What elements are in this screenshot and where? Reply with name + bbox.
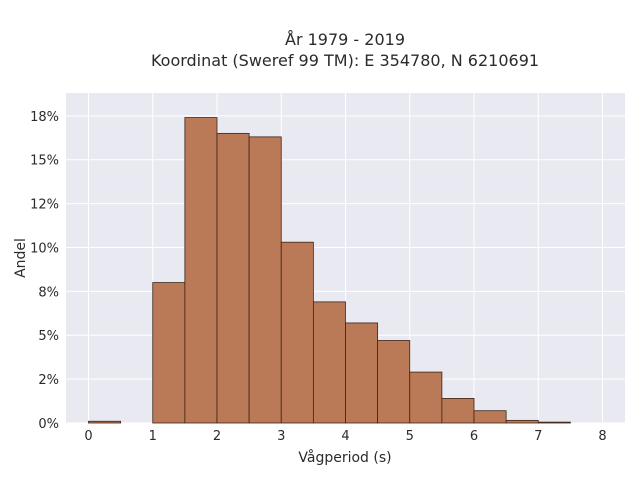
histogram-bar xyxy=(473,410,507,424)
x-tick-label: 4 xyxy=(341,429,349,444)
x-tick-label: 2 xyxy=(213,429,221,444)
chart-title-line2: Koordinat (Sweref 99 TM): E 354780, N 62… xyxy=(151,51,539,70)
x-tick-label: 6 xyxy=(470,429,478,444)
histogram-bar xyxy=(537,421,571,424)
histogram-bar xyxy=(88,420,122,424)
chart-title-line1: År 1979 - 2019 xyxy=(285,30,405,49)
x-axis-label: Vågperiod (s) xyxy=(298,449,391,466)
y-axis-label: Andel xyxy=(13,238,29,278)
histogram-bar xyxy=(505,419,539,424)
y-tick-label: 10% xyxy=(30,241,59,256)
x-tick-label: 7 xyxy=(534,429,542,444)
y-tick-label: 0% xyxy=(38,417,59,432)
histogram-bar xyxy=(409,371,443,424)
histogram-bar xyxy=(377,340,411,424)
y-axis-ticks: 0% 2% 5% 8% 10% 12% 15% 18% xyxy=(30,110,59,432)
x-tick-label: 5 xyxy=(406,429,414,444)
histogram-bar xyxy=(152,282,186,424)
y-tick-label: 18% xyxy=(30,110,59,125)
histogram-bar xyxy=(184,117,218,424)
y-tick-label: 5% xyxy=(38,329,59,344)
x-tick-label: 1 xyxy=(149,429,157,444)
y-tick-label: 12% xyxy=(30,198,59,213)
histogram-bar xyxy=(441,398,475,424)
histogram-bar xyxy=(248,136,282,424)
x-axis-ticks: 0 1 2 3 4 5 6 7 8 xyxy=(84,429,606,444)
x-tick-label: 8 xyxy=(598,429,606,444)
bars xyxy=(88,117,571,424)
y-tick-label: 8% xyxy=(38,285,59,300)
histogram-bar xyxy=(280,241,314,424)
histogram-bar xyxy=(345,322,379,424)
x-tick-label: 0 xyxy=(84,429,92,444)
histogram-bar xyxy=(312,301,346,424)
y-tick-label: 2% xyxy=(38,373,59,388)
y-tick-label: 15% xyxy=(30,154,59,169)
x-tick-label: 3 xyxy=(277,429,285,444)
histogram-bar xyxy=(216,132,250,424)
